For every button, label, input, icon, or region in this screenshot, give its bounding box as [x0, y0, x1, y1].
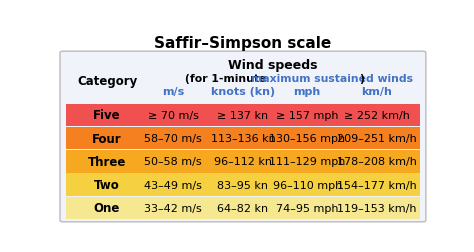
FancyBboxPatch shape: [66, 174, 420, 196]
Text: ≥ 137 kn: ≥ 137 kn: [218, 111, 268, 120]
FancyBboxPatch shape: [66, 150, 420, 173]
Text: Category: Category: [77, 75, 137, 88]
Text: maximum sustained winds: maximum sustained winds: [251, 74, 413, 84]
FancyBboxPatch shape: [66, 104, 420, 127]
Text: m/s: m/s: [162, 86, 184, 96]
Text: mph: mph: [293, 86, 321, 96]
FancyBboxPatch shape: [66, 197, 420, 219]
Text: Two: Two: [94, 178, 120, 191]
Text: ≥ 157 mph: ≥ 157 mph: [276, 111, 338, 120]
Text: 58–70 m/s: 58–70 m/s: [144, 134, 202, 144]
Text: 111–129 mph: 111–129 mph: [269, 157, 346, 167]
Text: 130–156 mph: 130–156 mph: [269, 134, 345, 144]
Text: ): ): [359, 74, 364, 84]
Text: 178–208 km/h: 178–208 km/h: [337, 157, 417, 167]
Text: 96–112 kn: 96–112 kn: [214, 157, 272, 167]
Text: Four: Four: [92, 132, 122, 145]
Text: 43–49 m/s: 43–49 m/s: [144, 180, 202, 190]
Text: 209–251 km/h: 209–251 km/h: [337, 134, 417, 144]
Text: 74–95 mph: 74–95 mph: [276, 203, 338, 213]
Text: 154–177 km/h: 154–177 km/h: [337, 180, 417, 190]
Text: ≥ 252 km/h: ≥ 252 km/h: [344, 111, 410, 120]
Text: 119–153 km/h: 119–153 km/h: [337, 203, 417, 213]
Text: One: One: [94, 201, 120, 214]
Text: 50–58 m/s: 50–58 m/s: [144, 157, 202, 167]
Text: km/h: km/h: [362, 86, 392, 96]
Text: (for 1-minute: (for 1-minute: [185, 74, 270, 84]
FancyBboxPatch shape: [60, 52, 426, 222]
Text: Saffir–Simpson scale: Saffir–Simpson scale: [155, 36, 331, 51]
Text: knots (kn): knots (kn): [211, 86, 275, 96]
Text: 96–110 mph: 96–110 mph: [273, 180, 342, 190]
FancyBboxPatch shape: [66, 128, 420, 150]
Text: 83–95 kn: 83–95 kn: [218, 180, 268, 190]
Text: 33–42 m/s: 33–42 m/s: [144, 203, 202, 213]
Text: Three: Three: [88, 155, 126, 168]
Text: 64–82 kn: 64–82 kn: [218, 203, 268, 213]
Text: 113–136 kn: 113–136 kn: [210, 134, 275, 144]
Text: ≥ 70 m/s: ≥ 70 m/s: [148, 111, 199, 120]
Text: Five: Five: [93, 109, 121, 122]
Text: Wind speeds: Wind speeds: [228, 58, 317, 71]
